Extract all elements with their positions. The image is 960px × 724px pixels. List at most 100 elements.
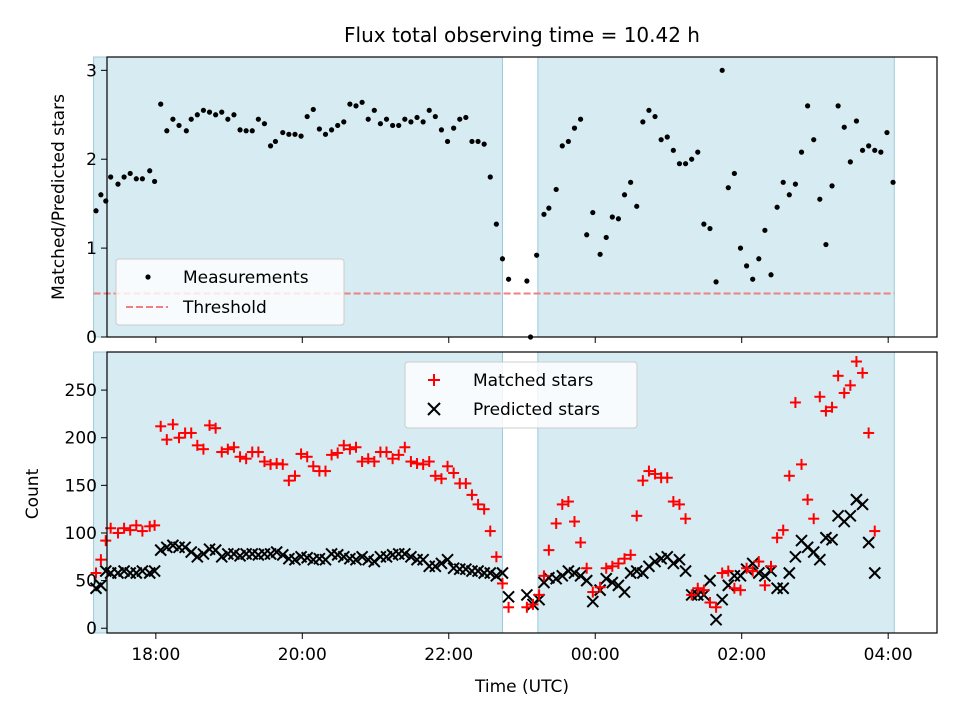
predicted-star-point xyxy=(807,545,820,559)
matched-star-point xyxy=(283,475,295,487)
y-tick-label: 0 xyxy=(86,619,97,639)
measurement-points xyxy=(93,67,896,340)
measurement-point xyxy=(463,114,469,121)
matched-star-point xyxy=(435,473,447,485)
matched-star-point xyxy=(850,356,862,368)
measurement-point xyxy=(390,122,396,129)
matched-star-point xyxy=(258,456,270,468)
matched-star-point xyxy=(808,513,820,525)
matched-star-point xyxy=(503,601,515,613)
measurement-point xyxy=(541,211,547,217)
measurement-point xyxy=(444,138,451,145)
matched-star-point xyxy=(619,553,631,565)
matched-star-point xyxy=(252,446,264,458)
matched-star-point xyxy=(550,517,562,529)
measurement-point xyxy=(188,116,194,122)
measurement-point xyxy=(577,116,584,122)
measurement-point xyxy=(493,221,499,227)
count-y-ticks: 0 50 100 150 200 250 xyxy=(65,381,107,639)
matched-star-point xyxy=(625,549,637,561)
matched-star-point xyxy=(562,496,574,508)
matched-star-point xyxy=(814,391,826,403)
matched-star-points xyxy=(90,356,881,613)
matched-star-point xyxy=(100,535,112,547)
matched-star-point xyxy=(185,427,197,439)
predicted-star-point xyxy=(288,553,302,566)
legend-matched-label: Matched stars xyxy=(473,371,593,391)
matched-star-point xyxy=(606,560,618,572)
measurement-point xyxy=(93,208,99,214)
measurement-point xyxy=(219,109,225,115)
matched-star-point xyxy=(734,584,746,596)
measurement-point xyxy=(682,161,689,167)
predicted-star-point xyxy=(715,593,729,606)
measurement-point xyxy=(811,137,817,143)
predicted-star-point xyxy=(276,548,289,562)
matched-star-point xyxy=(240,453,252,465)
matched-star-point xyxy=(765,560,777,572)
matched-star-point xyxy=(587,586,599,598)
legend-matched-marker xyxy=(428,374,440,386)
predicted-star-point xyxy=(404,550,418,564)
measurement-point xyxy=(286,131,292,137)
x-axis-label: Time (UTC) xyxy=(474,677,569,697)
measurement-point xyxy=(451,125,457,131)
matched-star-point xyxy=(326,449,338,461)
measurement-point xyxy=(432,113,438,120)
measurement-point xyxy=(590,209,596,216)
matched-star-point xyxy=(118,522,130,534)
matched-star-point xyxy=(95,554,107,566)
matched-star-point xyxy=(155,420,167,432)
predicted-star-point xyxy=(783,566,796,580)
x-tick-label: 02:00 xyxy=(717,645,766,665)
matched-star-point xyxy=(130,519,142,531)
measurement-point xyxy=(98,192,104,198)
measurement-point xyxy=(884,129,890,136)
measurement-point xyxy=(206,109,213,115)
predicted-star-point xyxy=(844,509,857,523)
x-tick-label: 00:00 xyxy=(571,645,620,665)
matched-star-point xyxy=(581,562,593,574)
matched-star-point xyxy=(832,370,844,382)
measurement-point xyxy=(621,192,628,198)
matched-star-point xyxy=(112,527,124,539)
measurement-point xyxy=(835,103,841,109)
matched-star-point xyxy=(393,449,405,461)
measurement-point xyxy=(603,234,609,241)
matched-star-point xyxy=(716,567,728,579)
measurement-point xyxy=(859,147,866,153)
matched-star-point xyxy=(692,582,704,594)
predicted-star-point xyxy=(154,543,167,557)
predicted-star-point xyxy=(502,590,515,604)
measurement-point xyxy=(127,170,133,177)
matched-star-point xyxy=(222,443,234,455)
measurement-point xyxy=(225,116,231,122)
ratio-panel: 0 1 2 3 Matched/Predicted stars Measurement… xyxy=(49,56,938,348)
measurement-point xyxy=(615,216,622,222)
legend-measurements-marker xyxy=(145,274,151,280)
matched-star-point xyxy=(771,532,783,544)
predicted-star-point xyxy=(746,557,759,570)
predicted-star-point xyxy=(148,564,161,578)
predicted-star-point xyxy=(484,566,497,580)
measurement-point xyxy=(133,176,139,182)
predicted-star-point xyxy=(776,582,790,595)
measurement-point xyxy=(628,179,634,185)
predicted-star-point xyxy=(520,588,534,602)
measurement-point xyxy=(243,128,249,134)
matched-star-point xyxy=(820,405,832,417)
matched-star-point xyxy=(543,544,555,556)
measurement-point xyxy=(737,245,744,251)
matched-star-point xyxy=(722,565,734,577)
measurement-point xyxy=(890,179,896,185)
matched-star-point xyxy=(460,477,472,489)
matched-star-point xyxy=(777,524,789,536)
matched-star-point xyxy=(527,598,539,610)
measurement-point xyxy=(559,143,565,149)
predicted-star-point xyxy=(868,566,881,580)
measurement-point xyxy=(341,119,347,125)
matched-star-point xyxy=(869,525,881,537)
matched-star-point xyxy=(387,453,399,465)
matched-star-point xyxy=(362,453,374,465)
matched-star-point xyxy=(575,537,587,549)
